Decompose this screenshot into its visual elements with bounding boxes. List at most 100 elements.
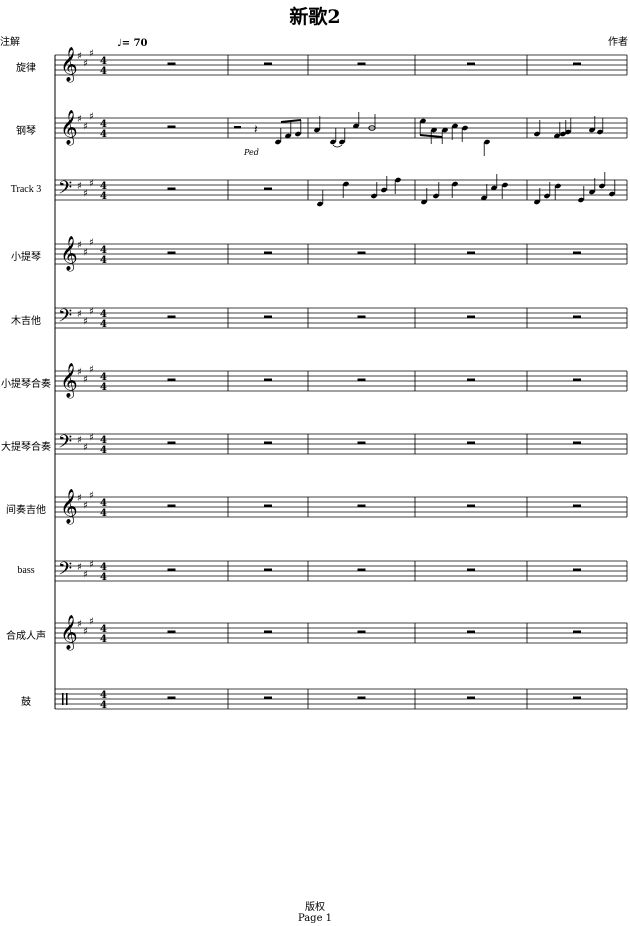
note-head [599,183,605,189]
sharp-icon: ♯ [83,189,88,200]
note-head [343,181,349,187]
treble-clef-icon: 𝄞 [60,615,78,651]
note-head [560,131,566,137]
time-signature-bottom: 4 [100,129,107,140]
note-head [330,139,336,145]
sharp-icon: ♯ [89,560,94,571]
sharp-icon: ♯ [83,375,88,386]
whole-rest [467,62,475,65]
score-title: 新歌2 [289,6,341,28]
whole-rest [357,251,366,254]
whole-rest [357,62,366,65]
whole-rest [573,315,581,318]
time-signature-bottom: 4 [100,572,107,583]
note-head [484,139,490,145]
time-signature-top: 4 [100,435,107,446]
whole-rest [357,378,366,381]
whole-rest [357,568,366,571]
note-head [295,131,301,137]
whole-rest [264,630,272,633]
instrument-name: 小提琴合奏 [1,379,51,390]
bass-clef-icon: 𝄢 [58,432,72,457]
note-head [395,177,401,183]
whole-rest [167,696,176,699]
time-signature-top: 4 [100,624,107,635]
time-signature-bottom: 4 [100,634,107,645]
time-signature-top: 4 [100,56,107,67]
whole-rest [573,630,581,633]
note-head [420,118,426,124]
time-signature-top: 4 [100,119,107,130]
sharp-icon: ♯ [83,443,88,454]
percussion-clef-icon [66,693,68,705]
percussion-clef-icon [62,693,64,705]
note-head [452,123,458,129]
note-head [285,133,291,139]
sharp-icon: ♯ [83,570,88,581]
whole-rest [167,568,176,571]
instrument-name: 旋律 [16,63,36,74]
sharp-icon: ♯ [89,238,94,249]
instrument-name: 间奏吉他 [6,505,46,516]
note-head [353,123,359,129]
sharp-icon: ♯ [89,365,94,376]
sharp-icon: ♯ [77,51,82,62]
time-signature-top: 4 [100,181,107,192]
whole-rest [467,315,475,318]
time-signature-bottom: 4 [100,445,107,456]
whole-rest [467,568,475,571]
whole-rest [467,251,475,254]
note-head [314,127,320,133]
whole-rest [167,378,176,381]
whole-rest [167,62,176,65]
note-head [371,193,377,199]
note-head [491,185,497,191]
note-head [452,181,458,187]
sharp-icon: ♯ [77,562,82,573]
sharp-icon: ♯ [83,122,88,133]
whole-rest [357,696,366,699]
whole-rest [167,187,176,190]
whole-rest [264,568,272,571]
whole-rest [357,315,366,318]
treble-clef-icon: 𝄞 [60,110,78,146]
time-signature-bottom: 4 [100,255,107,266]
instrument-name: 小提琴 [11,252,41,263]
whole-rest [264,315,272,318]
treble-clef-icon: 𝄞 [60,47,78,83]
sharp-icon: ♯ [83,248,88,259]
note-head [554,133,560,139]
note-head [502,182,508,188]
whole-rest [264,696,272,699]
whole-rest [573,378,581,381]
note-head [421,199,427,205]
note-head [275,139,281,145]
whole-rest [264,62,272,65]
whole-rest [573,62,581,65]
time-signature-top: 4 [100,562,107,573]
bass-clef-icon: 𝄢 [58,306,72,331]
treble-clef-icon: 𝄞 [60,489,78,525]
pedal-mark: Ped [244,148,259,157]
time-signature-top: 4 [100,690,107,701]
time-signature-bottom: 4 [100,191,107,202]
whole-rest [573,504,581,507]
note-head [462,125,468,131]
whole-rest [573,568,581,571]
instrument-name: 木吉他 [11,316,41,327]
whole-rest [467,441,475,444]
whole-rest [357,441,366,444]
sharp-icon: ♯ [77,240,82,251]
half-rest [234,126,241,129]
sharp-icon: ♯ [89,179,94,190]
whole-rest [357,504,366,507]
whole-rest [167,504,176,507]
note-head [589,189,595,195]
time-signature-bottom: 4 [100,319,107,330]
whole-rest [167,441,176,444]
whole-rest [573,696,581,699]
note-head [339,139,345,145]
instrument-name: Track 3 [10,184,42,195]
